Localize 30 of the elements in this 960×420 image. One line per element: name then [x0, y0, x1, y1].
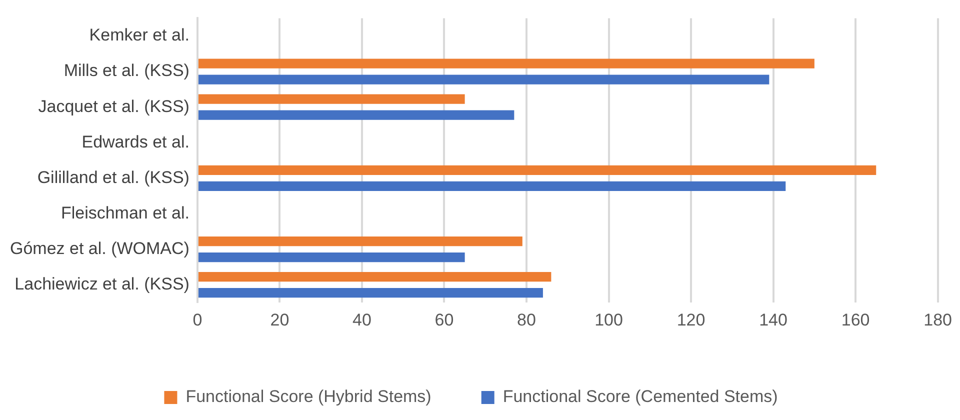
bar: [198, 252, 465, 262]
x-tick-label: 20: [270, 310, 290, 330]
bar: [198, 110, 514, 120]
bar: [198, 288, 543, 298]
x-tick-label: 160: [841, 310, 870, 330]
y-tick-label: Jacquet et al. (KSS): [38, 96, 190, 116]
bar: [198, 181, 786, 191]
y-tick-label: Kemker et al.: [89, 26, 190, 45]
x-tick-label: 60: [434, 310, 454, 330]
x-tick-label: 80: [517, 310, 536, 330]
x-tick-label: 120: [676, 310, 706, 330]
x-tick-label: 180: [924, 310, 952, 330]
y-tick-label: Gómez et al. (WOMAC): [10, 238, 190, 258]
x-tick-label: 40: [352, 310, 372, 330]
y-tick-label: Edwards et al.: [82, 132, 190, 152]
y-tick-label: Mills et al. (KSS): [64, 61, 190, 80]
legend-label: Functional Score (Hybrid Stems): [186, 387, 432, 406]
y-tick-label: Fleischman et al.: [60, 203, 190, 222]
legend-label: Functional Score (Cemented Stems): [502, 387, 778, 406]
y-tick-label: Gililland et al. (KSS): [37, 168, 190, 187]
bar: [198, 94, 465, 104]
x-tick-label: 0: [192, 310, 202, 330]
y-tick-label: Lachiewicz et al. (KSS): [14, 274, 190, 294]
x-tick-label: 140: [759, 310, 788, 330]
bar: [198, 272, 552, 282]
bar: [198, 74, 770, 84]
bar: [198, 165, 876, 175]
bar: [198, 58, 814, 68]
x-tick-label: 100: [594, 310, 623, 330]
bar: [198, 236, 522, 246]
